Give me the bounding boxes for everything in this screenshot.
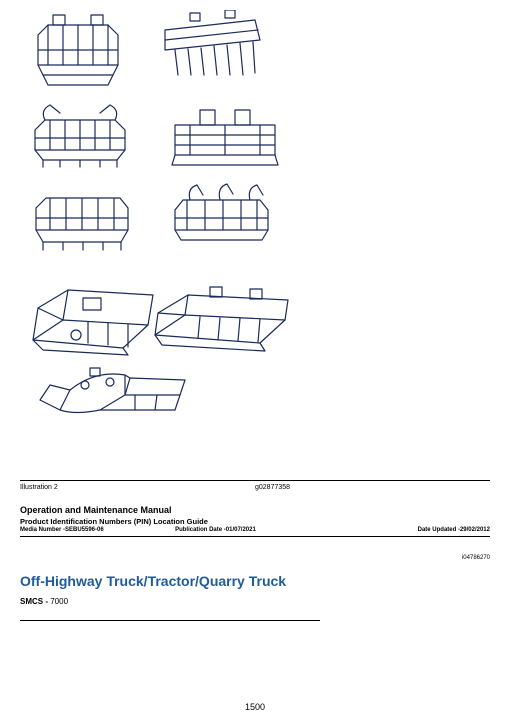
document-meta: Operation and Maintenance Manual Product… [20,505,490,533]
media-number: Media Number -SEBU5596-06 [20,527,175,533]
manual-title: Operation and Maintenance Manual [20,505,490,517]
divider [20,536,490,537]
smcs-label: SMCS - [20,597,48,606]
section-divider [20,620,320,621]
caption-label: Illustration 2 [20,484,255,491]
caption-code: g02877358 [255,484,490,491]
illustration-caption: Illustration 2 g02877358 [20,480,490,491]
technical-illustration [20,10,305,420]
page-number: 1500 [0,702,510,712]
section-heading: Off-Highway Truck/Tractor/Quarry Truck [20,573,490,589]
date-updated: Date Updated -29/02/2012 [358,527,490,533]
document-id: i04786270 [20,555,490,561]
publication-date: Publication Date -01/07/2021 [175,527,358,533]
smcs-value: 7000 [48,597,68,606]
smcs-code: SMCS - 7000 [20,597,490,606]
manual-subtitle: Product Identification Numbers (PIN) Loc… [20,517,490,527]
